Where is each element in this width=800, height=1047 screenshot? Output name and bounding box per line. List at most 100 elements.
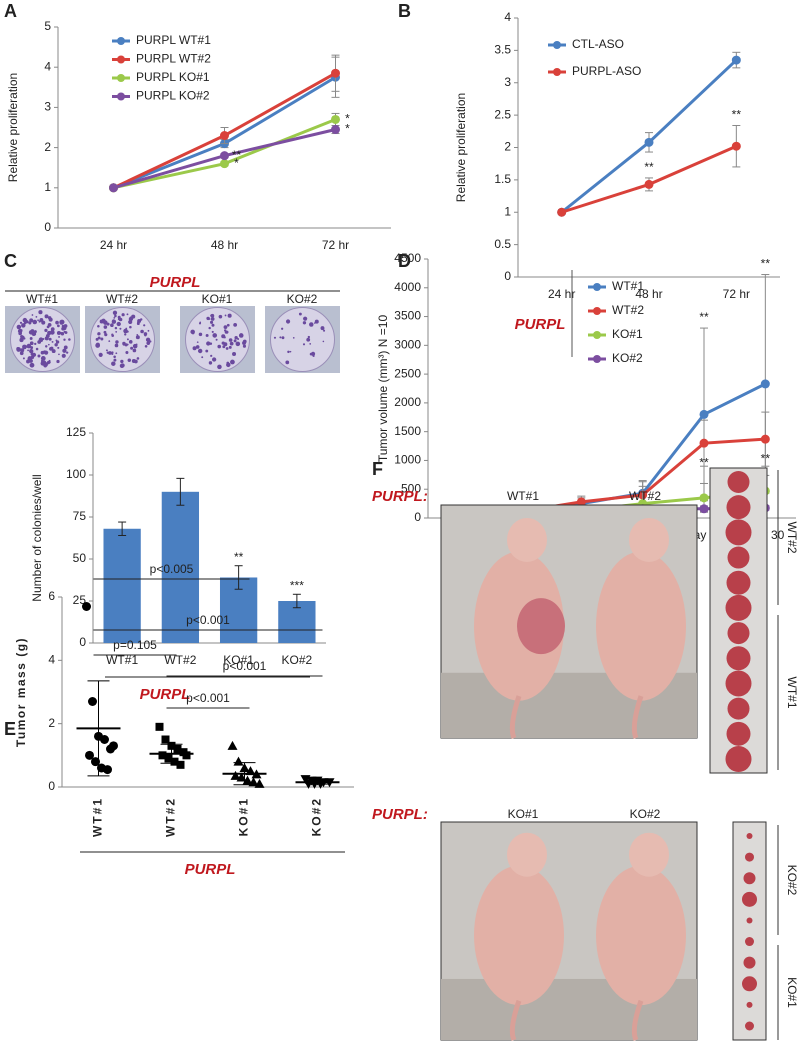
colony	[289, 350, 292, 353]
colony	[225, 330, 229, 334]
colony	[58, 335, 60, 338]
x-tick-label: WT#2	[164, 653, 196, 667]
x-tick-label: 48 hr	[211, 238, 238, 252]
colony	[230, 359, 235, 365]
tumor-sample	[726, 570, 751, 595]
legend-marker	[593, 307, 601, 315]
colony	[49, 346, 54, 351]
y-tick-label: 1500	[394, 424, 421, 438]
colony	[104, 333, 108, 337]
colony	[206, 316, 210, 321]
significance: *	[345, 112, 350, 126]
legend-label: PURPL WT#1	[136, 33, 211, 47]
colony	[226, 362, 231, 368]
group-label: PURPL	[140, 686, 191, 703]
colony	[190, 329, 195, 335]
y-tick-label: 1000	[394, 453, 421, 467]
y-tick-label: 4	[48, 653, 55, 667]
colony	[125, 327, 128, 330]
point	[109, 741, 118, 751]
colony	[195, 345, 200, 349]
panel-label: D	[398, 251, 411, 271]
legend-marker	[117, 37, 125, 45]
y-tick-label: 25	[73, 593, 87, 607]
point	[155, 722, 164, 731]
mouse-label: WT#2	[629, 489, 661, 503]
colony	[135, 335, 140, 340]
tumor-sample	[742, 891, 757, 907]
y-axis-title: Tumor mass (g)	[14, 637, 28, 747]
colony	[106, 322, 110, 326]
y-tick-label: 4	[504, 10, 511, 24]
colony	[111, 361, 116, 366]
colony	[95, 337, 99, 341]
series-point	[220, 151, 229, 161]
colony	[112, 310, 118, 315]
colony	[307, 335, 311, 339]
colony	[210, 354, 213, 357]
colony	[147, 329, 150, 332]
tumor-sample	[727, 471, 750, 493]
colony	[237, 337, 240, 340]
x-tick-label: WT#2	[164, 797, 178, 837]
y-tick-label: 1	[504, 204, 511, 218]
legend-marker	[117, 74, 125, 82]
colony	[97, 324, 100, 328]
mouse	[596, 865, 686, 1006]
comparison-label: p<0.001	[186, 691, 230, 705]
tumor-sample	[726, 495, 751, 520]
panel-label: C	[4, 251, 17, 271]
y-tick-label: 0	[414, 510, 421, 524]
colony	[26, 343, 32, 349]
legend-label: KO#1	[612, 327, 643, 341]
series-point	[109, 183, 118, 193]
y-axis-title: Number of colonies/well	[30, 474, 44, 601]
dish	[270, 307, 335, 372]
strip-label: KO#1	[785, 977, 799, 1008]
tumor	[517, 598, 565, 655]
photo-label: KO#2	[287, 292, 318, 306]
colony	[323, 329, 326, 332]
legend-label: PURPL KO#2	[136, 89, 210, 103]
y-tick-label: 1	[44, 180, 51, 194]
y-tick-label: 3000	[394, 338, 421, 352]
colony	[51, 349, 56, 354]
colony	[62, 326, 67, 331]
legend-label: PURPL WT#2	[136, 52, 211, 66]
significance: **	[234, 550, 244, 564]
series-point	[644, 137, 654, 147]
colony	[209, 342, 213, 345]
y-tick-label: 0	[504, 269, 511, 283]
row-label: PURPL:	[372, 488, 428, 505]
photo-label: WT#1	[26, 292, 58, 306]
colony	[61, 353, 66, 358]
series-point	[760, 379, 770, 389]
colony	[63, 345, 68, 350]
colony	[224, 314, 227, 317]
colony	[126, 313, 129, 316]
colony	[233, 339, 237, 343]
colony	[118, 317, 123, 322]
point	[173, 745, 182, 753]
colony	[35, 347, 39, 351]
panel-label: B	[398, 1, 411, 21]
x-tick-label: KO#2	[282, 653, 313, 667]
y-tick-label: 3.5	[494, 43, 511, 57]
colony	[212, 357, 217, 362]
tumor-sample	[743, 872, 756, 885]
colony	[196, 341, 199, 344]
colony	[217, 364, 222, 370]
y-tick-label: 1.5	[494, 172, 511, 186]
colony	[205, 349, 209, 353]
tumor-sample	[725, 746, 752, 772]
series-point	[331, 125, 340, 135]
legend-marker	[117, 55, 125, 64]
colony	[60, 331, 65, 336]
legend-label: WT#2	[612, 303, 644, 317]
legend-marker	[593, 331, 601, 339]
y-tick-label: 100	[66, 467, 86, 481]
colony	[129, 325, 132, 329]
panel-label: E	[4, 719, 16, 739]
colony	[115, 340, 119, 344]
colony	[215, 338, 218, 341]
